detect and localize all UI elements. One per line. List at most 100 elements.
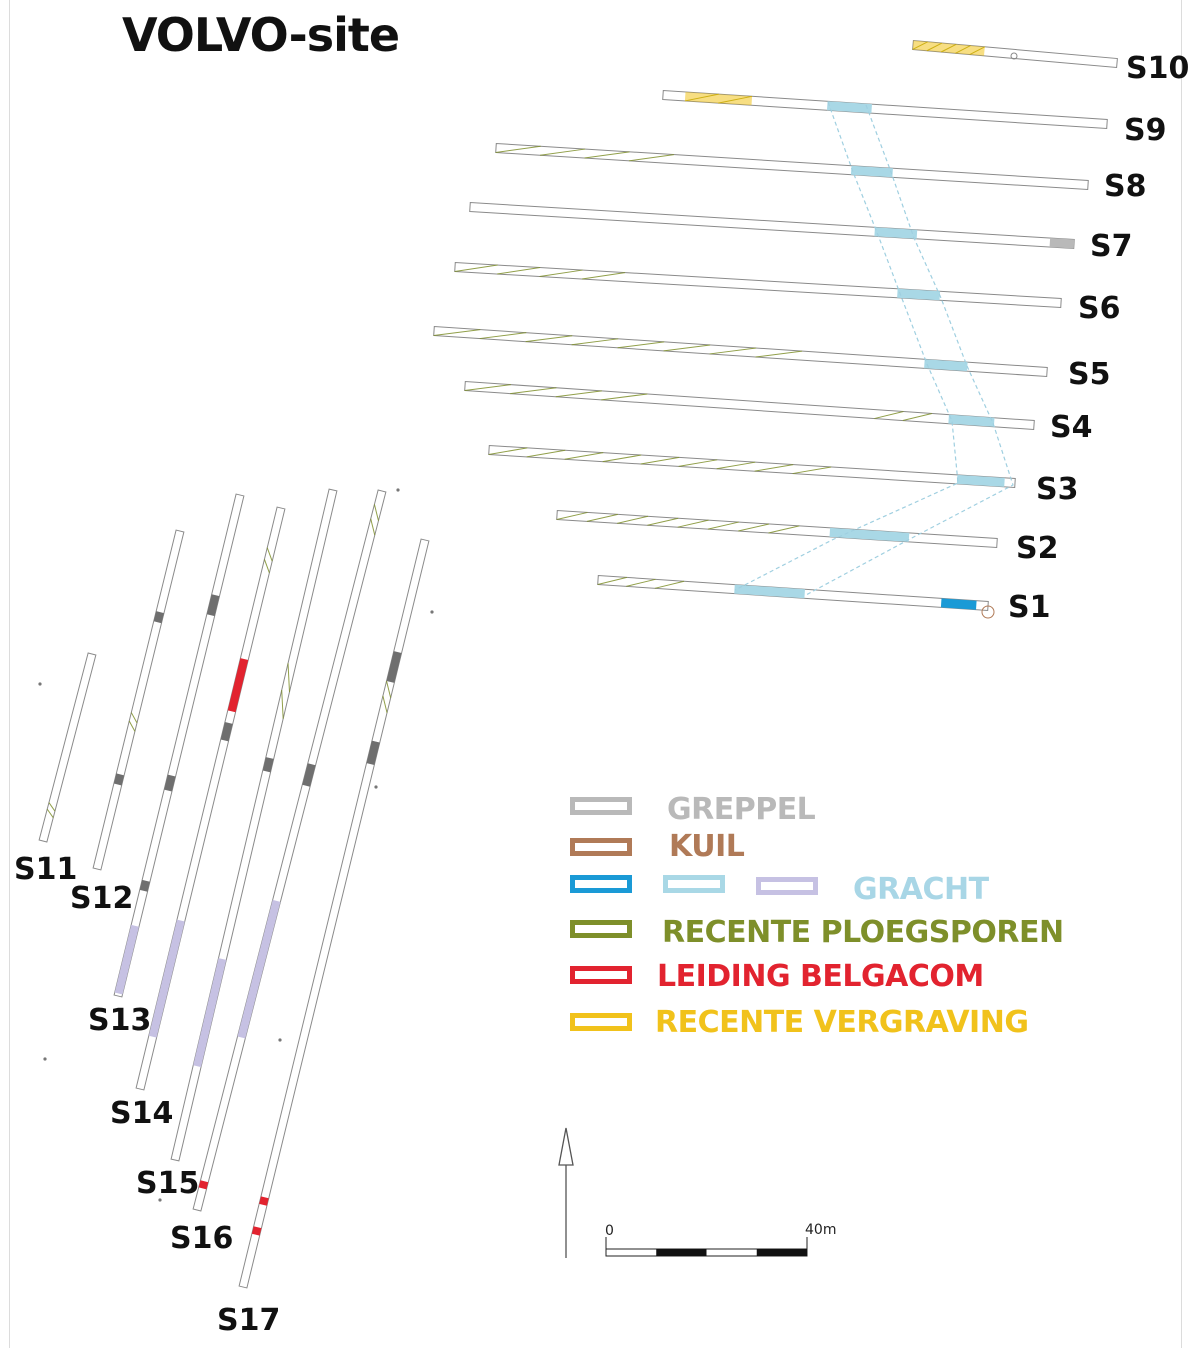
legend-label-ploegsporen: RECENTE PLOEGSPOREN (662, 915, 1064, 950)
ploegsporen (571, 338, 619, 346)
gracht-lilac (193, 958, 227, 1068)
ploegsporen (386, 680, 392, 698)
greppel (1049, 238, 1075, 249)
legend-label-vergraving: RECENTE VERGRAVING (655, 1005, 1029, 1040)
survey-dot (374, 785, 378, 789)
ploegsporen (526, 449, 566, 458)
trench-label-s9: S9 (1124, 113, 1166, 148)
survey-dot (278, 1038, 282, 1042)
north-arrow-icon (558, 1127, 574, 1166)
survey-point (1010, 52, 1018, 60)
ploegsporen (130, 712, 138, 724)
legend-swatch-belgacom (570, 966, 632, 984)
ploegsporen (602, 454, 642, 463)
ploegsporen (902, 413, 933, 422)
trench-label-s5: S5 (1068, 357, 1110, 392)
recente-vergraving-hatch (684, 93, 719, 102)
scale-bar-start-label: 0 (605, 1223, 614, 1239)
trench-s5 (433, 325, 1048, 378)
greppel (164, 774, 176, 792)
ploegsporen (281, 690, 284, 719)
trench-s3 (488, 444, 1016, 489)
trench-label-s15: S15 (136, 1166, 199, 1201)
trench-label-s8: S8 (1104, 169, 1146, 204)
gracht-light (948, 414, 995, 427)
ploegsporen (370, 518, 376, 536)
trench-s17 (238, 538, 430, 1289)
trench-s2 (556, 509, 998, 549)
ploegsporen (584, 151, 630, 159)
gracht-dark (940, 598, 977, 610)
greppel (139, 879, 150, 892)
ploegsporen (564, 452, 604, 460)
gracht-light (897, 288, 941, 301)
recente-vergraving-hatch (940, 43, 957, 53)
survey-dot (396, 488, 400, 492)
legend-swatch-kuil (570, 838, 632, 856)
ploegsporen (581, 272, 626, 280)
ploegsporen (617, 341, 665, 349)
gracht-light (850, 165, 893, 178)
trench-s13 (113, 493, 245, 998)
ploegsporen (46, 808, 54, 818)
ploegsporen (755, 350, 803, 358)
legend-swatch-vergraving (570, 1013, 632, 1031)
ploegsporen (510, 387, 557, 395)
kuil-marker (981, 605, 995, 619)
ploegsporen (754, 464, 794, 472)
ploegsporen (555, 390, 602, 398)
legend-label-gracht: GRACHT (853, 872, 989, 907)
trench-s11 (38, 652, 97, 843)
recente-vergraving-hatch (718, 95, 753, 104)
legend-swatch-gracht-light (663, 875, 725, 893)
trench-label-s10: S10 (1126, 51, 1189, 86)
ploegsporen (640, 456, 680, 465)
gracht-light (734, 584, 805, 599)
trench-label-s12: S12 (70, 881, 133, 916)
ploegsporen (497, 267, 541, 275)
ploegsporen (654, 580, 685, 589)
ploegsporen (792, 466, 832, 475)
ploegsporen (464, 384, 511, 391)
trench-s4 (464, 380, 1035, 431)
ploegsporen (128, 720, 136, 732)
ploegsporen (597, 576, 628, 585)
trench-label-s2: S2 (1016, 531, 1058, 566)
trench-label-s6: S6 (1078, 291, 1120, 326)
survey-dot (38, 682, 42, 686)
ploegsporen (266, 547, 273, 562)
trench-label-s16: S16 (170, 1221, 233, 1256)
recente-vergraving-hatch (955, 45, 971, 54)
legend-swatch-gracht-dark (570, 875, 632, 893)
ploegsporen (263, 559, 270, 574)
legend-label-belgacom: LEIDING BELGACOM (657, 959, 984, 994)
gracht-lilac (114, 924, 139, 995)
greppel (113, 773, 125, 786)
trench-label-s13: S13 (88, 1003, 151, 1038)
trench-label-s4: S4 (1050, 410, 1092, 445)
ploegsporen (586, 513, 618, 522)
ploegsporen (601, 393, 648, 401)
trench-label-s17: S17 (217, 1303, 280, 1338)
ploegsporen (48, 802, 56, 812)
recente-vergraving-hatch (969, 46, 986, 55)
leiding-belgacom (227, 658, 249, 713)
ploegsporen (525, 335, 573, 343)
survey-dot (430, 610, 434, 614)
frame-right-edge (1181, 0, 1182, 1348)
trench-label-s3: S3 (1036, 472, 1078, 507)
gracht-lilac (148, 919, 185, 1038)
ploegsporen (539, 269, 583, 278)
ploegsporen (287, 663, 290, 692)
ploegsporen (709, 347, 757, 355)
greppel (220, 722, 233, 742)
ploegsporen (454, 264, 498, 272)
legend-swatch-gracht-lilac (756, 877, 818, 895)
trench-s12 (92, 529, 185, 871)
gracht-light (874, 227, 918, 239)
trench-label-s1: S1 (1008, 590, 1050, 625)
ploegsporen (707, 521, 739, 530)
recente-vergraving-hatch (926, 42, 943, 52)
greppel (370, 740, 380, 751)
